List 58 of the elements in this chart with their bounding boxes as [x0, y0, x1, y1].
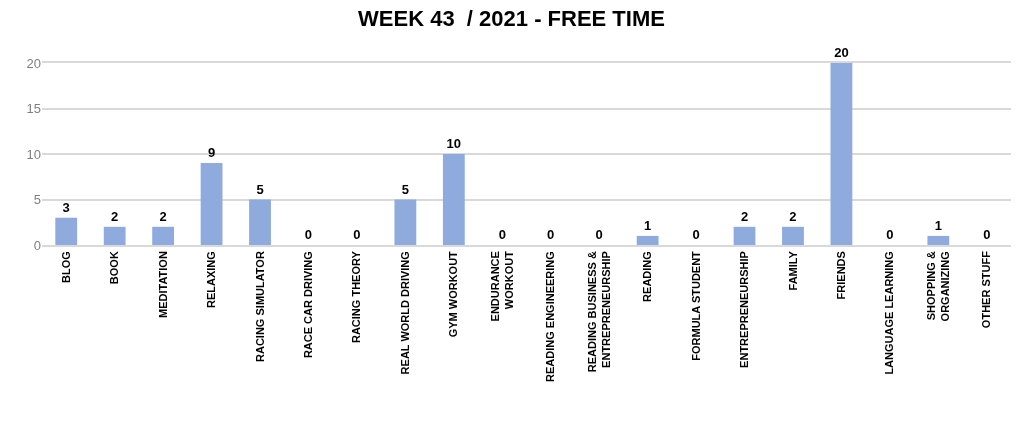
y-tick-label: 15 — [26, 101, 41, 117]
bar — [394, 199, 417, 245]
y-tick-label: 20 — [26, 55, 41, 71]
data-label: 20 — [834, 45, 849, 60]
data-label: 5 — [401, 181, 409, 197]
y-tick-label: 5 — [33, 192, 41, 208]
x-tick-label: LANGUAGE LEARNING — [883, 251, 896, 375]
x-tick-label: READING ENGINEERING — [544, 251, 557, 382]
data-label: 0 — [547, 227, 555, 242]
bar — [200, 163, 223, 245]
data-label: 9 — [207, 145, 216, 161]
y-tick-label: 10 — [26, 146, 41, 162]
data-label: 0 — [498, 227, 506, 242]
data-label: 2 — [789, 208, 797, 224]
data-label: 1 — [934, 217, 942, 233]
data-label: 0 — [595, 227, 603, 242]
data-label: 10 — [446, 136, 462, 151]
bar — [442, 154, 465, 245]
x-tick-label: READING BUSINESS & ENTREPRENEURSHIP — [585, 251, 612, 373]
bar — [55, 217, 78, 245]
x-tick-label: READING — [641, 251, 654, 302]
data-label: 2 — [111, 208, 119, 224]
data-label: 2 — [159, 208, 167, 224]
x-tick-label: OTHER STUFF — [980, 250, 993, 329]
data-label: 0 — [886, 227, 894, 242]
x-tick-label: RELAXING — [205, 251, 218, 308]
x-tick-label: BLOG — [59, 251, 72, 283]
data-label: 1 — [644, 217, 652, 233]
data-label: 3 — [62, 199, 70, 215]
x-tick-label: REAL WORLD DRIVING — [398, 251, 411, 375]
data-label: 0 — [983, 227, 991, 242]
bar — [830, 63, 853, 245]
data-label: 0 — [692, 227, 700, 242]
bar — [152, 226, 175, 245]
x-tick-label: GYM WORKOUT — [447, 250, 460, 338]
x-tick-label: FRIENDS — [835, 251, 848, 300]
data-label: 0 — [304, 227, 313, 242]
x-tick-label: FORMULA STUDENT — [689, 250, 702, 361]
chart-title: WEEK 43 / 2021 - FREE TIME — [358, 5, 665, 31]
x-tick-label: RACING THEORY — [350, 250, 363, 344]
data-label: 5 — [256, 181, 264, 197]
x-tick-label: RACING SIMULATOR — [253, 251, 266, 362]
bar — [733, 226, 756, 245]
data-label: 2 — [740, 208, 749, 224]
data-label: 0 — [353, 227, 361, 242]
x-tick-label: BOOK — [108, 251, 121, 285]
x-tick-label: MEDITATION — [156, 251, 169, 318]
x-tick-label: ENDURANCE WORKOUT — [488, 250, 516, 322]
bar — [927, 235, 950, 245]
bar — [103, 226, 126, 245]
bar — [249, 199, 271, 245]
y-tick-label: 0 — [33, 237, 41, 253]
bar — [636, 235, 659, 245]
bar — [782, 226, 804, 245]
x-tick-label: SHOPPING & ORGANIZING — [924, 251, 952, 322]
x-tick-label: RACE CAR DRIVING — [302, 251, 315, 359]
x-tick-label: ENTREPRENEURSHIP — [738, 251, 751, 368]
x-tick-label: FAMILY — [786, 250, 799, 291]
